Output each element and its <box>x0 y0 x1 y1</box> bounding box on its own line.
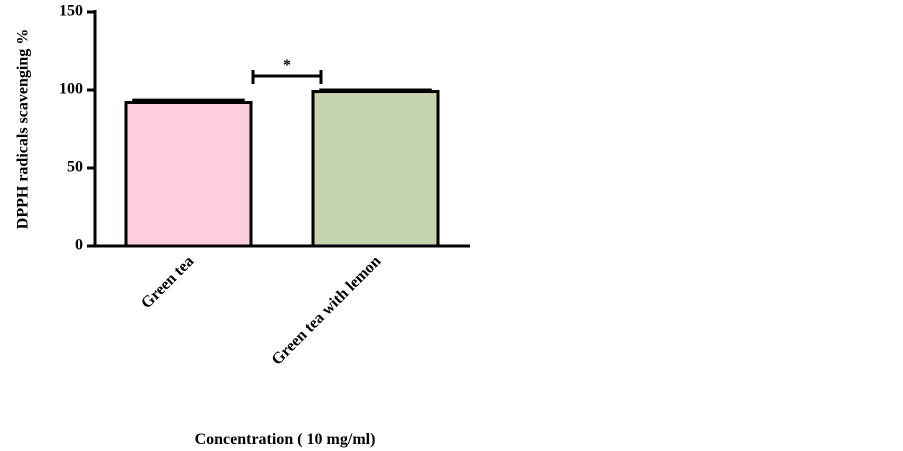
bar <box>124 100 253 248</box>
significance-label: * <box>283 57 291 74</box>
bar <box>311 90 440 248</box>
x-tick-label: Green tea <box>138 253 197 312</box>
x-tick-label: Green tea with lemon <box>269 253 385 369</box>
y-axis-label: DPPH radicals scavenging % <box>15 29 32 229</box>
x-axis-label: Concentration ( 10 mg/ml) <box>195 431 376 448</box>
y-tick-label: 0 <box>75 237 83 254</box>
significance-bracket <box>251 70 323 84</box>
y-tick-label: 50 <box>67 159 83 176</box>
y-tick-label: 100 <box>59 81 83 98</box>
y-tick-label: 150 <box>59 3 83 20</box>
